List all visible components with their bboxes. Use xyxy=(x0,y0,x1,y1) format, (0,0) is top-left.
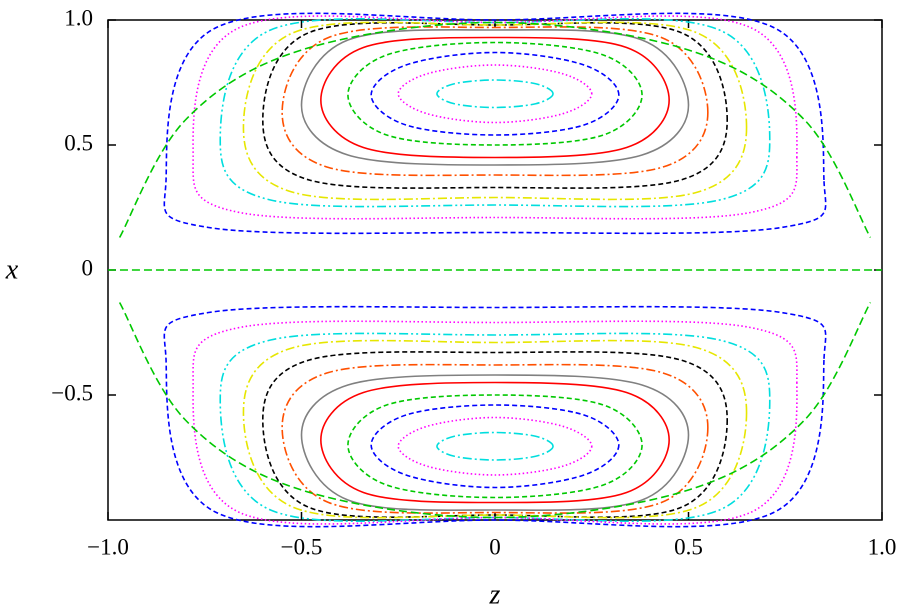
contour-line xyxy=(163,305,827,528)
contour-line xyxy=(320,36,670,159)
x-axis-title: z xyxy=(489,579,501,610)
x-tick-label: 0 xyxy=(489,534,501,559)
y-axis-title: x xyxy=(5,254,19,285)
y-tick-label: 0 xyxy=(82,255,94,280)
contour-line xyxy=(281,363,709,514)
x-tick-label: −1.0 xyxy=(87,534,129,559)
x-tick-label: −0.5 xyxy=(281,534,323,559)
contour-line xyxy=(370,51,620,136)
contour-line xyxy=(347,41,643,146)
contour-line xyxy=(219,332,771,522)
y-tick-label: 0.5 xyxy=(64,130,93,155)
contour-line xyxy=(261,351,729,518)
contour-line xyxy=(397,416,593,476)
contour-line xyxy=(163,12,827,235)
contour-line xyxy=(436,79,554,109)
contour-line xyxy=(370,404,620,489)
contour-line xyxy=(242,21,748,201)
contour-line xyxy=(261,22,729,189)
x-tick-label: 1.0 xyxy=(868,534,897,559)
contour-line xyxy=(436,431,554,461)
y-tick-label: −0.5 xyxy=(51,380,93,405)
contour-line xyxy=(300,374,690,512)
contour-line xyxy=(192,320,798,525)
y-tick-label: 1.0 xyxy=(64,5,93,30)
x-tick-label: 0.5 xyxy=(674,534,703,559)
contour-line xyxy=(347,394,643,499)
contour-line xyxy=(397,64,593,124)
contour-line xyxy=(281,26,709,177)
contour-line xyxy=(300,28,690,166)
contour-line xyxy=(118,302,872,519)
contour-line xyxy=(118,21,872,238)
contour-line xyxy=(242,339,748,519)
contour-line xyxy=(192,15,798,220)
contour-line xyxy=(219,18,771,208)
contour-line xyxy=(320,381,670,504)
